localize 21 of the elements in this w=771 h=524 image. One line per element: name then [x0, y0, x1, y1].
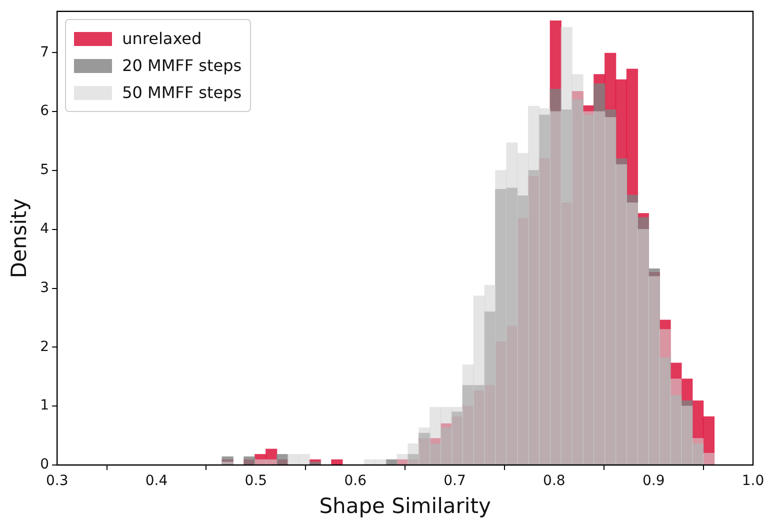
y-tick-label: 7: [40, 44, 50, 60]
x-tick-label: 0.8: [543, 473, 566, 490]
x-tick-label: 0.5: [244, 473, 268, 490]
y-tick-label: 2: [40, 338, 50, 355]
x-tick-label: 0.4: [145, 473, 168, 490]
x-tick-label: 0.7: [444, 473, 466, 490]
x-tick-label: 0.6: [344, 473, 367, 490]
legend-label: 20 MMFF steps: [122, 56, 242, 76]
y-axis-title: Density: [7, 198, 32, 278]
x-axis-title: Shape Similarity: [319, 494, 491, 518]
y-tick-label: 1: [40, 398, 50, 414]
legend-label: unrelaxed: [122, 29, 202, 48]
y-tick-label: 0: [40, 456, 50, 473]
x-tick-label: 0.3: [46, 473, 68, 490]
y-tick-label: 6: [40, 103, 50, 120]
y-tick-label: 5: [40, 162, 50, 178]
x-tick-label: 0.9: [642, 473, 665, 490]
x-tick-label: 1.0: [742, 473, 764, 490]
y-tick-label: 3: [40, 280, 50, 296]
legend-label: 50 MMFF steps: [122, 83, 242, 102]
y-tick-label: 4: [40, 221, 50, 238]
